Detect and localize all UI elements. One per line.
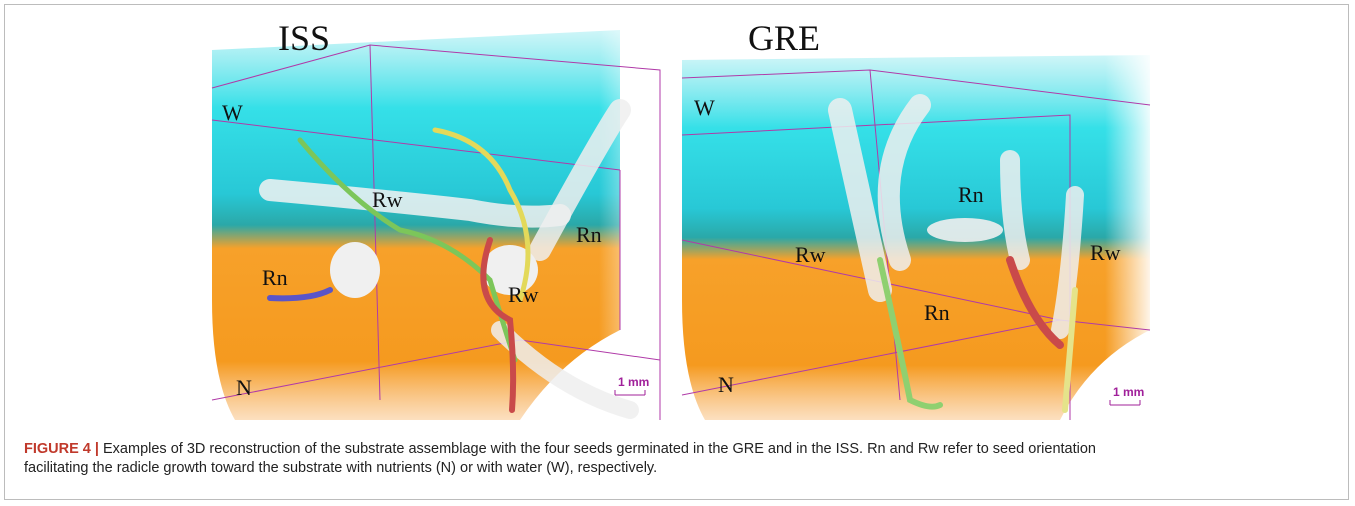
panel-label: Rw — [1090, 240, 1121, 265]
panel-label: Rn — [262, 265, 288, 290]
panel-label: W — [222, 100, 243, 125]
panel-label: Rw — [508, 282, 539, 307]
scale-label: 1 mm — [1113, 385, 1144, 399]
panel-label: N — [236, 375, 252, 400]
panel-iss — [212, 20, 665, 420]
panel-gre — [682, 20, 1155, 420]
panel-label: N — [718, 372, 734, 397]
panel-label: Rn — [576, 222, 602, 247]
panel-label: Rw — [795, 242, 826, 267]
panel-title: GRE — [748, 18, 820, 58]
panel-label: Rn — [958, 182, 984, 207]
panel-label: Rn — [924, 300, 950, 325]
figure-panels: ISS W Rw Rn Rn Rw N 1 mm GRE W Rn Rw Rw … — [0, 0, 1355, 440]
caption-text: Examples of 3D reconstruction of the sub… — [24, 441, 1096, 476]
panel-title: ISS — [278, 18, 330, 58]
caption-label: FIGURE 4 | — [24, 441, 99, 457]
scale-label: 1 mm — [618, 375, 649, 389]
panel-label: W — [694, 95, 715, 120]
figure-caption: FIGURE 4 | Examples of 3D reconstruction… — [24, 440, 1154, 478]
panel-label: Rw — [372, 187, 403, 212]
